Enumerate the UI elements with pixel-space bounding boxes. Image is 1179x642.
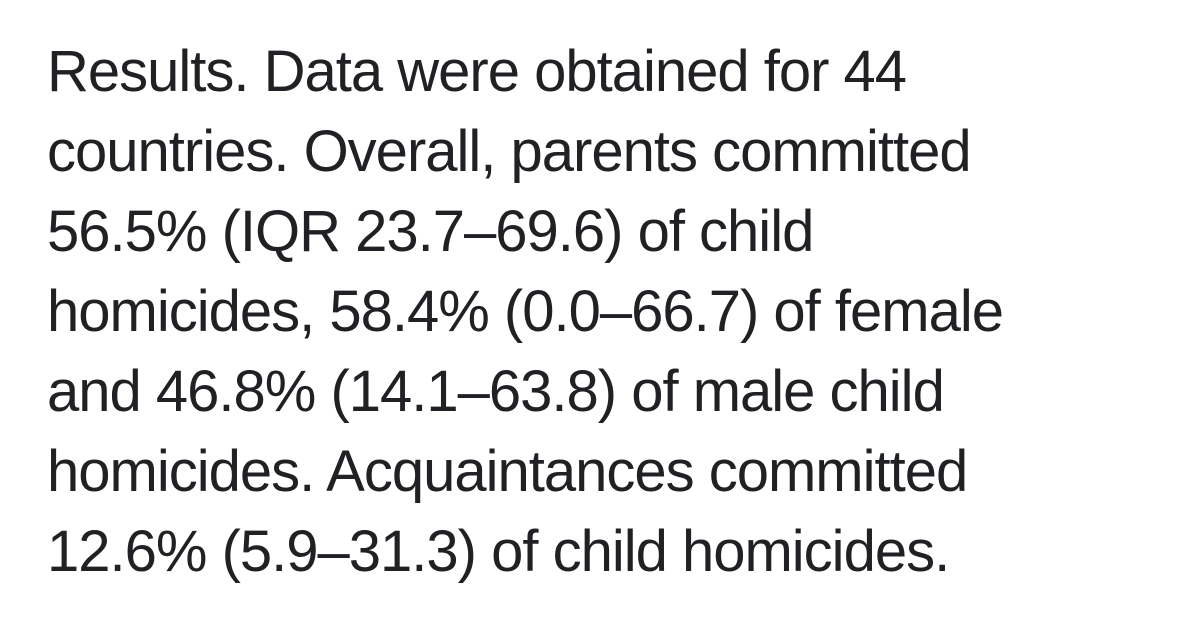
text-line-6: homicides. Acquaintances committed — [47, 439, 968, 504]
text-line-2: countries. Overall, parents committed — [47, 119, 972, 184]
text-line-1: Results. Data were obtained for 44 — [47, 39, 907, 104]
text-line-5: and 46.8% (14.1–63.8) of male child — [47, 359, 945, 424]
text-line-7: 12.6% (5.9–31.3) of child homicides. — [47, 519, 950, 584]
results-paragraph: Results. Data were obtained for 44 count… — [47, 32, 1159, 592]
text-line-4: homicides, 58.4% (0.0–66.7) of female — [47, 279, 1004, 344]
text-line-3: 56.5% (IQR 23.7–69.6) of child — [47, 199, 814, 264]
